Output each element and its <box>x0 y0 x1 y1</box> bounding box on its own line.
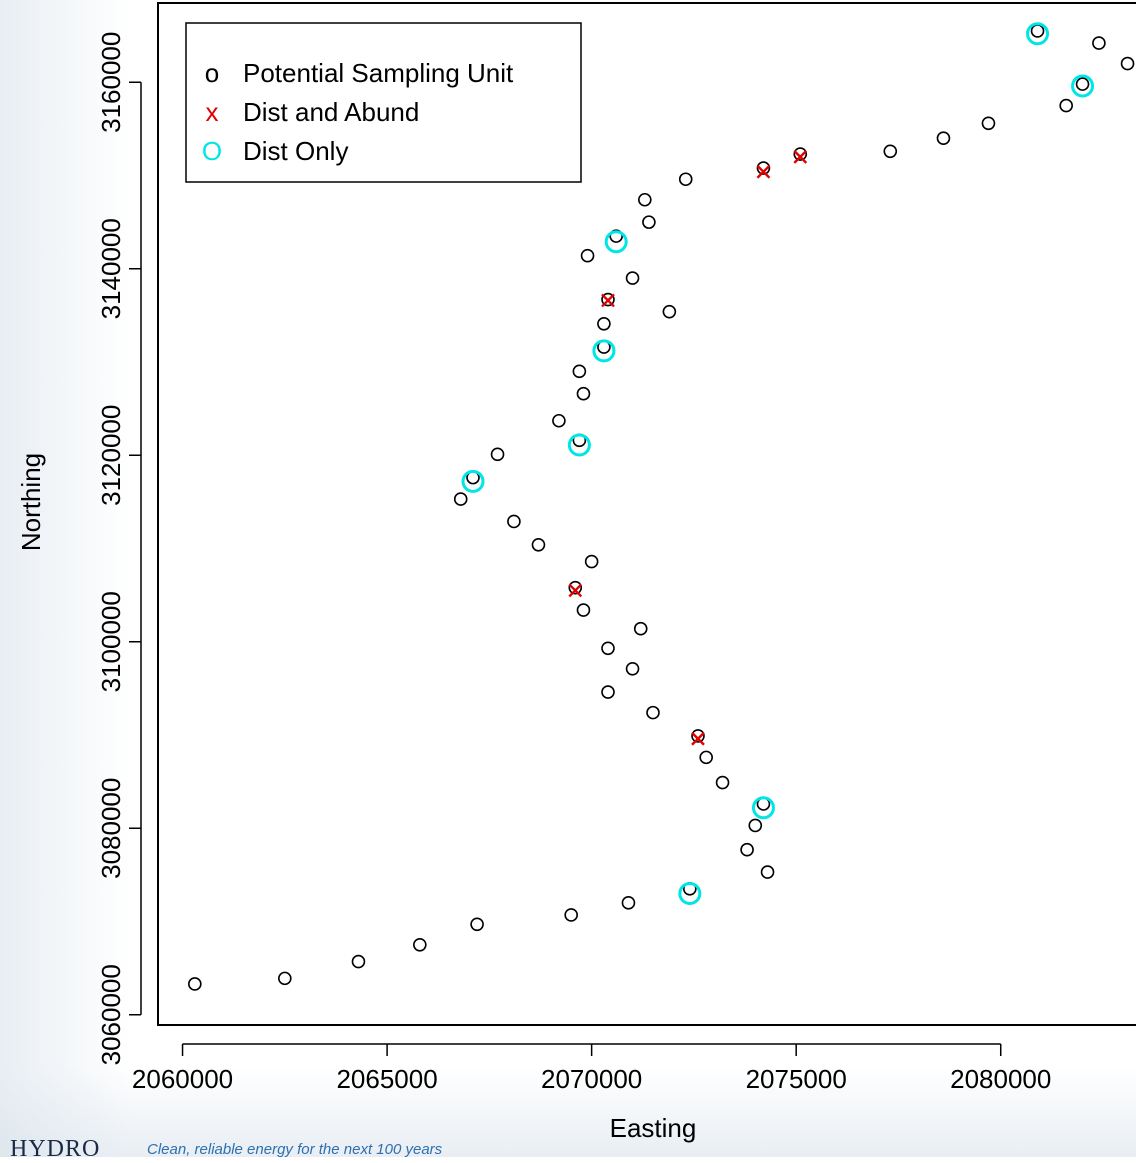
potential-sampling-unit-point <box>351 954 366 969</box>
legend-marker-potential: o <box>205 58 219 88</box>
potential-sampling-unit-point <box>760 865 775 879</box>
legend-label-dist-only: Dist Only <box>243 136 348 166</box>
potential-sampling-unit-point <box>470 917 484 932</box>
potential-sampling-unit-point <box>883 144 898 159</box>
potential-sampling-unit-point <box>756 161 771 175</box>
potential-sampling-unit-point <box>609 229 623 243</box>
dist-and-abund-point <box>691 731 705 746</box>
dist-and-abund-stroke <box>756 164 771 179</box>
potential-sampling-unit-point <box>936 131 951 146</box>
potential-sampling-unit-point <box>642 215 656 229</box>
dist-only-point <box>592 339 616 363</box>
potential-sampling-unit-point <box>597 316 611 331</box>
dist-only-point <box>604 230 628 254</box>
potential-sampling-unit-point <box>552 413 566 428</box>
potential-sampling-unit-point <box>576 386 591 401</box>
footer-tagline: Clean, reliable energy for the next 100 … <box>147 1141 443 1158</box>
potential-sampling-unit-point <box>507 514 521 529</box>
potential-sampling-unit-point <box>601 685 615 699</box>
x-tick-label: 2065000 <box>336 1064 437 1094</box>
y-tick-label: 3100000 <box>96 591 126 692</box>
dist-only-point <box>751 796 775 820</box>
potential-sampling-unit-point <box>633 621 648 636</box>
potential-sampling-unit-point <box>1075 77 1090 91</box>
potential-sampling-unit-point <box>576 603 591 617</box>
potential-sampling-unit-point <box>278 971 292 986</box>
dist-only-point <box>1026 22 1050 46</box>
legend-marker-dist-abund: x <box>206 97 219 127</box>
potential-sampling-unit-point <box>625 271 640 285</box>
potential-sampling-unit-point <box>748 818 763 833</box>
y-axis-title: Northing <box>16 453 46 551</box>
x-tick-label: 2080000 <box>950 1064 1051 1094</box>
y-tick-label: 3140000 <box>96 218 126 319</box>
x-tick-label: 2070000 <box>541 1064 642 1094</box>
potential-sampling-unit-point <box>981 116 996 131</box>
dist-and-abund-point <box>793 150 808 164</box>
potential-sampling-unit-point <box>691 729 705 743</box>
x-axis-title: Easting <box>610 1113 697 1143</box>
potential-sampling-unit-point <box>601 641 615 656</box>
potential-sampling-unit-point <box>699 750 713 765</box>
potential-sampling-unit-point <box>678 172 693 187</box>
potential-sampling-unit-point <box>580 248 595 263</box>
potential-sampling-unit-point <box>662 304 677 319</box>
potential-sampling-unit-point <box>1092 36 1106 50</box>
data-marks <box>188 22 1135 991</box>
dist-and-abund-stroke <box>793 150 808 164</box>
plot-frame <box>157 2 1136 1026</box>
potential-sampling-unit-point <box>646 705 660 720</box>
y-tick-label: 3080000 <box>96 778 126 879</box>
dist-and-abund-stroke <box>568 583 583 598</box>
legend: o Potential Sampling Unit x Dist and Abu… <box>185 22 582 183</box>
potential-sampling-unit-point <box>564 908 578 922</box>
y-tick-label: 3060000 <box>96 964 126 1065</box>
potential-sampling-unit-point <box>625 661 640 676</box>
potential-sampling-unit-point <box>453 492 468 506</box>
potential-sampling-unit-point <box>1120 56 1135 71</box>
dist-only-point <box>461 469 485 493</box>
legend-label-potential: Potential Sampling Unit <box>243 58 514 88</box>
y-tick-label: 3160000 <box>96 32 126 133</box>
potential-sampling-unit-point <box>740 842 754 857</box>
dist-only-point <box>678 882 702 906</box>
potential-sampling-unit-point <box>531 537 546 552</box>
potential-sampling-unit-point <box>638 192 652 207</box>
dist-and-abund-point <box>601 293 615 308</box>
x-tick-label: 2060000 <box>132 1064 233 1094</box>
potential-sampling-unit-point <box>584 554 599 569</box>
potential-sampling-unit-point <box>793 147 808 161</box>
potential-sampling-unit-point <box>413 938 427 952</box>
dist-only-point <box>567 433 591 457</box>
x-tick-label: 2075000 <box>746 1064 847 1094</box>
dist-and-abund-stroke <box>601 293 615 308</box>
potential-sampling-unit-point <box>715 775 730 790</box>
potential-sampling-unit-point <box>572 364 587 379</box>
y-tick-label: 3120000 <box>96 405 126 506</box>
footer-brand-logo: HYDRO <box>10 1136 101 1162</box>
potential-sampling-unit-point <box>188 977 202 991</box>
dist-only-point <box>1071 74 1095 98</box>
dist-and-abund-stroke <box>691 731 705 746</box>
potential-sampling-unit-point <box>1030 24 1045 38</box>
dist-and-abund-point <box>756 164 771 179</box>
legend-marker-dist-only: O <box>202 136 222 166</box>
legend-box <box>185 22 582 183</box>
potential-sampling-unit-point <box>490 447 505 462</box>
potential-sampling-unit-point <box>1059 98 1073 113</box>
potential-sampling-unit-point <box>621 896 636 910</box>
axes: 2060000 2065000 2070000 2075000 2080000 30600… <box>96 32 1051 1094</box>
dist-and-abund-point <box>568 583 583 598</box>
potential-sampling-unit-point <box>601 292 615 307</box>
legend-label-dist-abund: Dist and Abund <box>243 97 419 127</box>
potential-sampling-unit-point <box>568 580 583 595</box>
